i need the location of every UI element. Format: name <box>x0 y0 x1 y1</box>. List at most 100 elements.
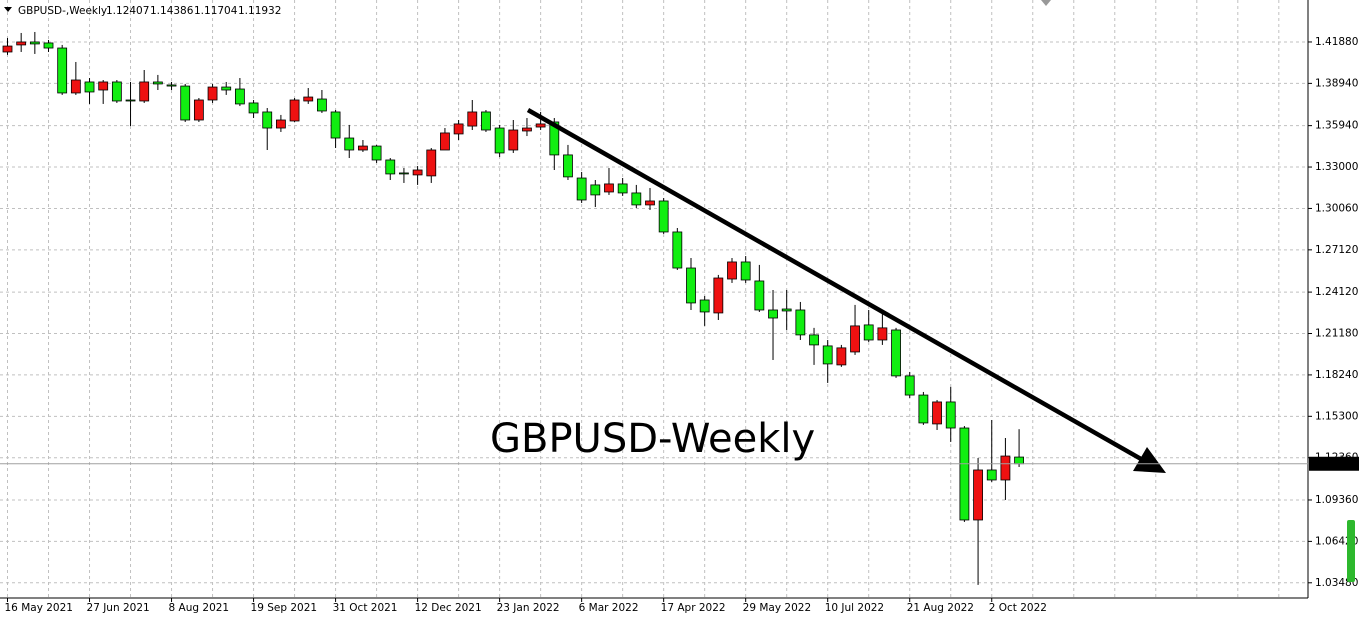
x-tick-label: 17 Apr 2022 <box>661 602 726 614</box>
candle-body <box>180 85 191 121</box>
candle-body <box>836 347 847 366</box>
candle-body <box>494 127 505 154</box>
candle-body <box>904 375 915 396</box>
candle-body <box>1000 455 1011 481</box>
candle-body <box>289 99 300 122</box>
candle-body <box>549 121 560 156</box>
y-tick-label: 1.30060 <box>1315 202 1358 214</box>
header-high: 1.14386 <box>150 5 194 17</box>
candle-body <box>317 98 327 112</box>
y-tick-label: 1.41880 <box>1315 36 1358 48</box>
candle-body <box>918 394 929 424</box>
y-tick-label: 1.09360 <box>1315 494 1358 506</box>
candle-body <box>207 86 218 101</box>
trend-arrow <box>526 108 1150 465</box>
x-tick-label: 27 Jun 2021 <box>87 602 150 614</box>
candle-body <box>275 119 286 129</box>
candle-body <box>973 469 983 521</box>
candle-body <box>426 149 437 177</box>
candle-body <box>672 231 683 269</box>
candle-body <box>959 427 970 521</box>
candle-body <box>631 192 642 206</box>
price-label: 1.11932 <box>1314 458 1357 470</box>
y-tick-label: 1.21180 <box>1315 328 1358 340</box>
candle-body <box>330 111 341 139</box>
candle-body <box>932 401 942 425</box>
candle-body <box>563 154 573 178</box>
candle-body <box>152 81 163 85</box>
candle-body <box>358 145 368 151</box>
x-tick-label: 12 Dec 2021 <box>415 602 482 614</box>
candle-body <box>590 184 601 196</box>
candle-body <box>986 469 997 481</box>
candle-body <box>822 345 833 365</box>
y-tick-label: 1.27120 <box>1315 244 1358 256</box>
candle-body <box>166 84 177 87</box>
candle-body <box>467 111 478 127</box>
x-tick-label: 8 Aug 2021 <box>169 602 230 614</box>
header-title: GBPUSD-,Weekly <box>18 5 107 17</box>
candle-body <box>658 200 669 233</box>
x-tick-label: 6 Mar 2022 <box>579 602 639 614</box>
header-open: 1.12407 <box>106 5 149 17</box>
candle-body <box>385 159 396 175</box>
grid <box>0 0 1308 598</box>
candle-body <box>576 177 587 201</box>
candle-body <box>16 41 27 46</box>
x-tick-label: 23 Jan 2022 <box>497 602 560 614</box>
candle-body <box>522 127 532 132</box>
candle-body <box>399 172 409 175</box>
candle-body <box>303 96 314 102</box>
header-close: 1.11932 <box>238 5 281 17</box>
candle-body <box>535 123 546 128</box>
candle-body <box>2 45 13 53</box>
candle-body <box>699 299 710 313</box>
candle-body <box>70 79 81 94</box>
candle-body <box>795 309 806 336</box>
candle-body <box>617 183 628 194</box>
candle-body <box>850 325 860 353</box>
candle-body <box>412 169 423 176</box>
x-tick-label: 29 May 2022 <box>743 602 811 614</box>
x-tick-label: 31 Oct 2021 <box>333 602 398 614</box>
candle-body <box>57 47 68 94</box>
header-low: 1.11704 <box>194 5 238 17</box>
arrow-head <box>1133 447 1166 473</box>
y-tick-label: 1.35940 <box>1315 120 1358 132</box>
candle-body <box>781 308 792 312</box>
candle-body <box>193 99 204 121</box>
y-tick-label: 1.15300 <box>1315 410 1358 422</box>
candle-body <box>645 200 655 206</box>
x-tick-label: 2 Oct 2022 <box>989 602 1047 614</box>
y-tick-label: 1.24120 <box>1315 286 1358 298</box>
candle-body <box>221 86 232 91</box>
candle-body <box>440 132 450 151</box>
candle-body <box>43 42 54 49</box>
candle-body <box>98 81 109 91</box>
candle-body <box>727 261 737 280</box>
candle-body <box>945 401 956 429</box>
candle-body <box>754 280 765 311</box>
x-tick-label: 16 May 2021 <box>5 602 73 614</box>
candle-body <box>604 183 614 193</box>
scroll-indicator <box>1347 520 1355 582</box>
candle-body <box>481 111 491 131</box>
candle-body <box>768 309 778 319</box>
candles <box>2 31 1024 585</box>
header-icon <box>4 7 12 12</box>
candle-body <box>891 329 901 377</box>
y-tick-label: 1.38940 <box>1315 77 1358 89</box>
candle-body <box>139 81 150 102</box>
annotation: GBPUSD-Weekly <box>490 416 815 462</box>
candle-body <box>234 88 245 105</box>
candle-body <box>877 327 888 341</box>
y-tick-label: 1.18240 <box>1315 369 1358 381</box>
x-tick-label: 21 Aug 2022 <box>907 602 974 614</box>
candle-body <box>111 81 122 102</box>
shift-marker <box>1041 0 1051 6</box>
candle-body <box>453 123 464 135</box>
candle-body <box>863 324 874 341</box>
candle-body <box>508 129 519 151</box>
